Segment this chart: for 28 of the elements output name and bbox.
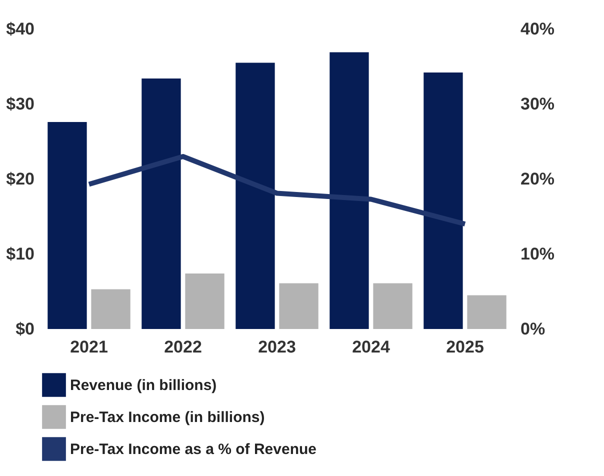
y-tick-label: $30: [6, 94, 34, 114]
x-tick-label: 2024: [352, 338, 390, 356]
legend-label: Pre-Tax Income as a % of Revenue: [70, 441, 316, 458]
bar: [279, 283, 318, 329]
y2-tick-label: 0%: [520, 320, 546, 338]
y2-tick-label: 10%: [520, 244, 555, 264]
bar: [236, 62, 275, 329]
bar: [424, 72, 463, 329]
y-tick-label: $40: [6, 20, 34, 38]
x-tick-label: 2022: [164, 338, 202, 356]
legend-label: Pre-Tax Income (in billions): [70, 409, 265, 426]
legend-label: Revenue (in billions): [70, 377, 217, 394]
bar: [142, 78, 181, 329]
y-tick-label: $20: [6, 170, 34, 188]
y2-tick-label: 40%: [520, 20, 555, 38]
bar: [467, 295, 506, 329]
y2-tick-label: 20%: [520, 170, 555, 188]
bar: [373, 283, 412, 329]
y2-tick-label: 30%: [520, 94, 555, 114]
x-tick-label: 2021: [70, 338, 108, 356]
y-tick-label: $0: [16, 320, 34, 338]
bar: [330, 52, 369, 329]
bar: [91, 289, 130, 329]
bar: [48, 122, 87, 329]
x-tick-label: 2023: [258, 338, 296, 356]
x-tick-label: 2025: [446, 338, 484, 356]
y-tick-label: $10: [6, 244, 34, 264]
bar: [185, 274, 224, 329]
